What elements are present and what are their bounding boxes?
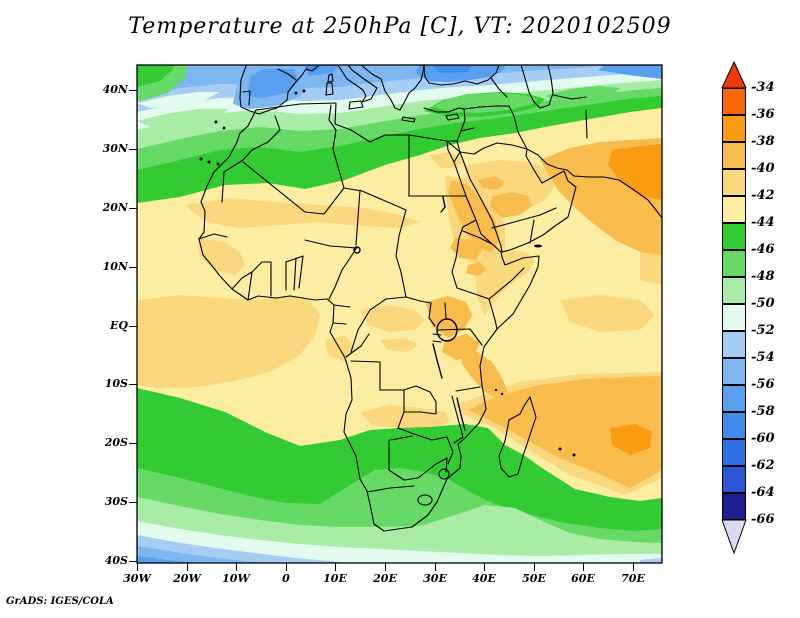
colorbar-band — [722, 439, 746, 466]
colorbar-band — [722, 115, 746, 142]
italy-coastline — [337, 65, 378, 103]
lat-axis-tick — [129, 90, 137, 91]
chart-title: Temperature at 250hPa [C], VT: 202010250… — [128, 14, 672, 39]
lat-axis-label: 20S — [104, 436, 128, 449]
lon-axis-label: 10E — [323, 572, 347, 585]
lake-malawi — [456, 397, 466, 431]
lake-nasser — [440, 196, 446, 213]
lake-tanganyika — [432, 343, 443, 379]
credit-text: GrADS: IGES/COLA — [6, 596, 114, 607]
colorbar-tick-label: -42 — [751, 188, 775, 203]
colorbar-band — [722, 493, 746, 520]
colorbar-tick-label: -34 — [751, 80, 775, 95]
colorbar-band — [722, 331, 746, 358]
colorbar-tick-label: -56 — [751, 377, 775, 392]
caspian-coastline — [520, 65, 554, 109]
lat-axis-label: 10N — [102, 260, 128, 273]
colorbar-tick-label: -48 — [751, 269, 775, 284]
colorbar-band — [722, 196, 746, 223]
lat-axis-tick — [129, 443, 137, 444]
lon-axis-tick — [484, 563, 485, 571]
lakes — [353, 196, 466, 431]
colorbar-tick-label: -40 — [751, 161, 775, 176]
iberia-coastline — [239, 65, 307, 115]
colorbar-tick-label: -66 — [751, 512, 775, 527]
colorbar-band — [722, 142, 746, 169]
lon-axis-tick — [236, 563, 237, 571]
colorbar-arrow-up — [721, 60, 747, 89]
colorbar-band — [722, 250, 746, 277]
lat-axis-label: 10S — [104, 377, 128, 390]
colorbar-band — [722, 385, 746, 412]
lat-axis-label: 30N — [102, 142, 128, 155]
lon-axis-tick — [633, 563, 634, 571]
colorbar-band — [722, 466, 746, 493]
africa-coastline — [198, 102, 540, 532]
lon-axis-tick — [286, 563, 287, 571]
colorbar-tick-label: -58 — [751, 404, 775, 419]
colorbar-arrow-down — [721, 519, 747, 555]
lon-axis-label: 0 — [282, 572, 290, 585]
lon-axis-tick — [187, 563, 188, 571]
lon-axis-label: 30W — [123, 572, 151, 585]
lon-axis-label: 50E — [522, 572, 546, 585]
lat-axis-label: 40S — [104, 554, 128, 567]
map-frame — [136, 64, 663, 564]
colorbar-tick-label: -60 — [751, 431, 775, 446]
lon-axis-label: 70E — [621, 572, 645, 585]
colorbar-tick-label: -52 — [751, 323, 775, 338]
lat-axis-label: EQ — [110, 319, 128, 332]
lon-axis-tick — [534, 563, 535, 571]
madagascar-coastline — [498, 396, 537, 478]
lat-axis-tick — [129, 149, 137, 150]
coastlines-borders — [198, 65, 662, 532]
lon-axis-label: 20E — [373, 572, 397, 585]
colorbar-band — [722, 304, 746, 331]
lon-axis-tick — [385, 563, 386, 571]
lat-axis-label: 30S — [104, 495, 128, 508]
colorbar-tick-label: -54 — [751, 350, 775, 365]
lon-axis-tick — [583, 563, 584, 571]
colorbar-band — [722, 412, 746, 439]
colorbar-band — [722, 277, 746, 304]
lat-axis-tick — [129, 561, 137, 562]
balkans-coastline — [360, 65, 425, 111]
lat-axis-tick — [129, 326, 137, 327]
lat-axis-tick — [129, 208, 137, 209]
iran-coastline — [526, 148, 662, 219]
colorbar-arrows — [721, 60, 747, 555]
black-sea-coastline — [423, 65, 500, 86]
arabia-coastline — [453, 148, 577, 253]
colorbar-tick-label: -36 — [751, 107, 775, 122]
colorbar-tick-label: -46 — [751, 242, 775, 257]
lat-axis-tick — [129, 384, 137, 385]
colorbar-band — [722, 169, 746, 196]
lat-axis-label: 40N — [102, 83, 128, 96]
colorbar-band — [722, 223, 746, 250]
lon-axis-tick — [435, 563, 436, 571]
lat-axis-tick — [129, 502, 137, 503]
lon-axis-label: 20W — [173, 572, 201, 585]
colorbar-tick-label: -64 — [751, 485, 775, 500]
temperature-field — [137, 65, 662, 563]
lake-victoria — [436, 318, 458, 342]
lon-axis-label: 10W — [222, 572, 250, 585]
lon-axis-label: 30E — [423, 572, 447, 585]
colorbar-tick-label: -44 — [751, 215, 775, 230]
islands — [199, 89, 576, 457]
colorbar-band — [722, 358, 746, 385]
lat-axis-tick — [129, 267, 137, 268]
lat-axis-label: 20N — [102, 201, 128, 214]
lon-axis-label: 60E — [571, 572, 595, 585]
lon-axis-tick — [137, 563, 138, 571]
lon-axis-tick — [335, 563, 336, 571]
colorbar-band — [722, 88, 746, 115]
colorbar-tick-label: -62 — [751, 458, 775, 473]
colorbar-tick-label: -38 — [751, 134, 775, 149]
lon-axis-label: 40E — [472, 572, 496, 585]
colorbar-tick-label: -50 — [751, 296, 775, 311]
lake-chad — [353, 246, 361, 254]
